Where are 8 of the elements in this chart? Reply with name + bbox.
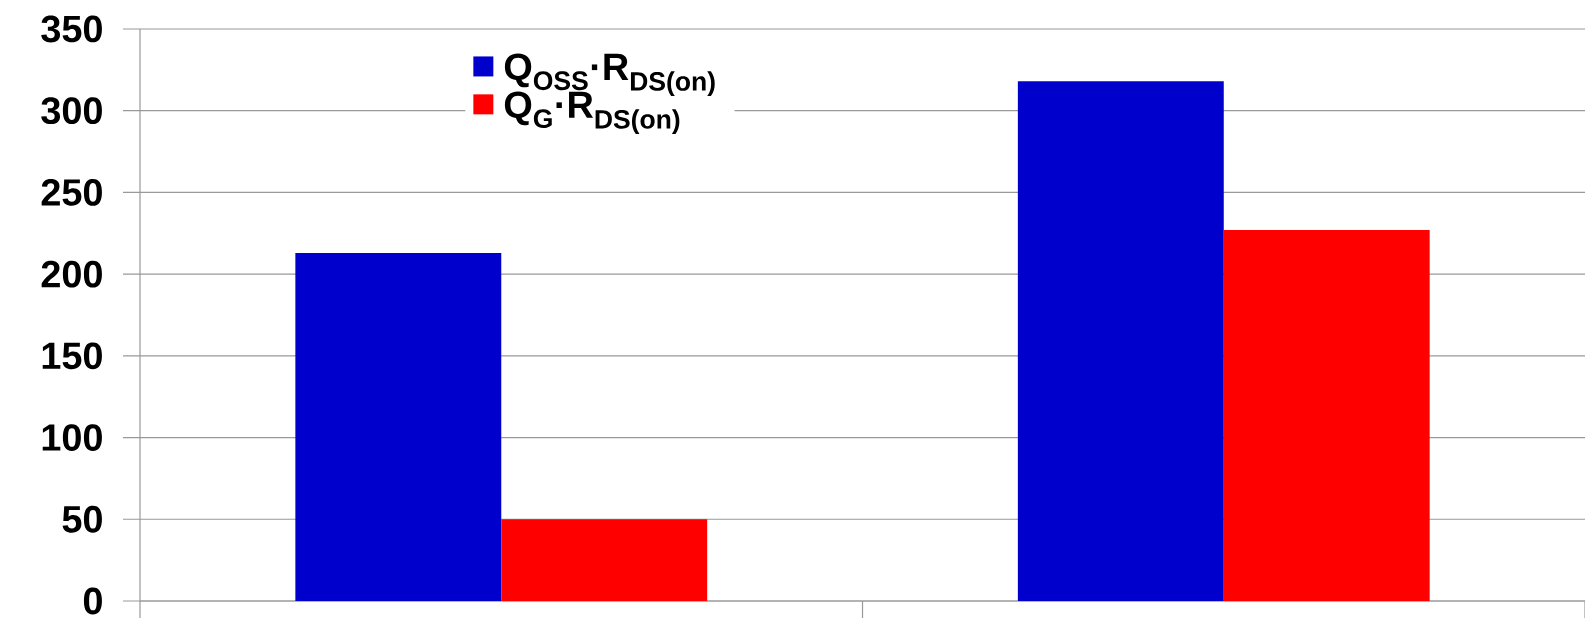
y-tick-label: 200 <box>41 260 102 288</box>
y-tick-label: 150 <box>42 342 102 370</box>
y-tick-label: 100 <box>42 424 102 451</box>
y-tick-label: 350 <box>41 15 102 43</box>
y-tick-label: 50 <box>62 505 102 533</box>
y-tick-label: 0 <box>83 587 102 615</box>
y-tick-label: 300 <box>41 97 102 125</box>
y-tick-label: 250 <box>41 179 102 206</box>
